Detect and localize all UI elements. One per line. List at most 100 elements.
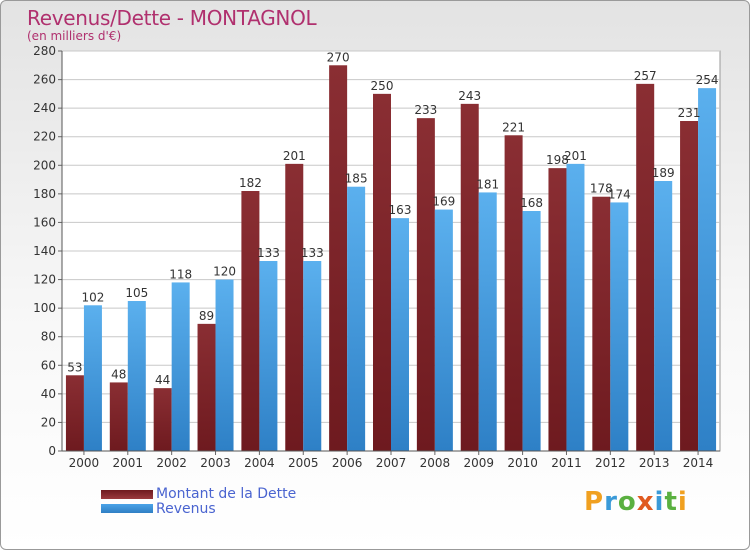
data-label-revenus: 185 <box>345 172 368 186</box>
x-tick-label: 2001 <box>113 456 144 470</box>
data-label-dette: 89 <box>199 309 214 323</box>
data-label-revenus: 102 <box>81 290 104 304</box>
bar-dette <box>548 168 567 451</box>
bar-revenus <box>347 186 366 451</box>
bar-dette <box>109 382 128 451</box>
logo-letter: x <box>636 487 655 517</box>
bar-dette <box>592 196 611 451</box>
data-label-dette: 44 <box>155 373 170 387</box>
y-tick-label: 180 <box>33 187 56 201</box>
x-tick-label: 2007 <box>376 456 407 470</box>
bar-revenus <box>610 202 629 451</box>
y-tick-label: 60 <box>41 358 56 372</box>
legend-swatch-revenus <box>101 504 153 513</box>
bar-dette <box>153 388 172 451</box>
data-label-revenus: 120 <box>213 265 236 279</box>
legend-label-revenus: Revenus <box>156 501 216 517</box>
x-tick-label: 2008 <box>420 456 451 470</box>
y-tick-label: 220 <box>33 130 56 144</box>
bar-dette <box>460 103 479 451</box>
data-label-dette: 231 <box>678 106 701 120</box>
x-tick-label: 2000 <box>69 456 100 470</box>
bar-dette <box>285 163 304 451</box>
y-tick-label: 120 <box>33 273 56 287</box>
x-tick-label: 2003 <box>200 456 231 470</box>
x-tick-label: 2012 <box>595 456 626 470</box>
legend-label-dette: Montant de la Dette <box>156 486 297 502</box>
proxiti-logo: Proxiti <box>584 487 688 517</box>
y-tick-label: 100 <box>33 301 56 315</box>
y-tick-label: 160 <box>33 215 56 229</box>
logo-letter: o <box>617 487 637 517</box>
x-tick-label: 2009 <box>463 456 494 470</box>
y-tick-label: 200 <box>33 158 56 172</box>
chart-title: Revenus/Dette - MONTAGNOL <box>27 6 317 30</box>
bar-dette <box>373 93 391 451</box>
data-label-dette: 233 <box>414 103 437 117</box>
logo-letter: i <box>677 487 688 517</box>
y-tick-label: 20 <box>41 415 56 429</box>
bar-revenus <box>478 192 497 451</box>
bar-revenus <box>434 209 453 451</box>
data-label-revenus: 189 <box>652 166 675 180</box>
data-label-dette: 182 <box>239 176 262 190</box>
data-label-revenus: 174 <box>608 187 631 201</box>
logo-letter: t <box>664 487 678 517</box>
data-label-dette: 243 <box>458 89 481 103</box>
bar-revenus <box>566 163 585 451</box>
bar-revenus <box>171 282 190 451</box>
data-label-dette: 53 <box>67 360 82 374</box>
data-label-dette: 221 <box>502 120 525 134</box>
data-label-revenus: 254 <box>696 73 719 87</box>
data-label-revenus: 168 <box>520 196 543 210</box>
data-label-dette: 178 <box>590 182 613 196</box>
bar-dette <box>197 323 216 451</box>
data-label-dette: 250 <box>371 79 394 93</box>
data-label-revenus: 118 <box>169 267 192 281</box>
data-label-revenus: 133 <box>257 246 280 260</box>
y-tick-label: 260 <box>33 73 56 87</box>
x-tick-label: 2013 <box>639 456 670 470</box>
bar-revenus <box>522 211 541 451</box>
chart-subtitle: (en milliers d'€) <box>27 29 122 43</box>
y-tick-label: 240 <box>33 101 56 115</box>
logo-letter: r <box>604 487 618 517</box>
data-label-dette: 270 <box>327 50 350 64</box>
bar-revenus <box>83 305 102 451</box>
logo-letter: P <box>584 487 605 517</box>
y-tick-label: 280 <box>33 44 56 58</box>
x-tick-label: 2002 <box>156 456 187 470</box>
x-tick-label: 2004 <box>244 456 275 470</box>
data-label-dette: 257 <box>634 69 657 83</box>
y-tick-label: 140 <box>33 244 56 258</box>
data-label-revenus: 133 <box>301 246 324 260</box>
data-label-revenus: 105 <box>125 286 148 300</box>
y-tick-label: 40 <box>41 387 56 401</box>
bar-revenus <box>215 279 234 451</box>
bar-dette <box>680 121 699 451</box>
y-tick-label: 0 <box>48 444 56 458</box>
data-label-dette: 198 <box>546 153 569 167</box>
y-tick-label: 80 <box>41 330 56 344</box>
bar-revenus <box>391 218 409 451</box>
data-label-revenus: 201 <box>564 149 587 163</box>
bar-dette <box>416 118 435 452</box>
bar-dette <box>636 83 655 451</box>
bar-dette <box>65 375 84 451</box>
data-label-revenus: 163 <box>389 203 412 217</box>
bar-revenus <box>698 88 717 452</box>
bar-revenus <box>259 261 278 451</box>
data-label-dette: 201 <box>283 149 306 163</box>
bar-revenus <box>127 301 146 451</box>
x-tick-label: 2014 <box>683 456 714 470</box>
x-tick-label: 2011 <box>551 456 582 470</box>
x-tick-label: 2010 <box>507 456 538 470</box>
x-tick-label: 2006 <box>332 456 363 470</box>
data-label-dette: 48 <box>111 367 126 381</box>
logo-letter: i <box>654 487 665 517</box>
bar-dette <box>329 65 348 452</box>
bar-revenus <box>303 261 322 451</box>
bar-dette <box>504 135 523 452</box>
